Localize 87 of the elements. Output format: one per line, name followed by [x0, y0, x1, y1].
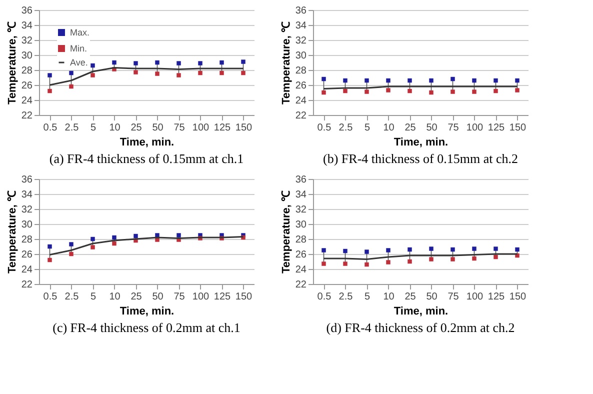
- y-tick-label: 28: [21, 234, 33, 246]
- y-tick-label: 36: [21, 174, 33, 186]
- x-tick-label: 2.5: [338, 122, 354, 134]
- x-tick-label: 5: [90, 122, 96, 134]
- y-tick-label: 24: [295, 96, 307, 106]
- y-tick-label: 32: [295, 36, 307, 46]
- x-tick-label: 25: [404, 292, 416, 302]
- x-tick-label: 0.5: [317, 122, 332, 134]
- y-tick-label: 30: [295, 220, 307, 230]
- y-tick-label: 28: [21, 66, 33, 76]
- y-tick-label: 30: [295, 50, 307, 62]
- x-tick-label: 10: [109, 292, 121, 302]
- y-axis-title: Temperature, ℃: [280, 190, 292, 274]
- y-tick-label: 22: [21, 110, 33, 122]
- legend-label: Min.: [70, 44, 88, 54]
- x-axis-title: Time, min.: [394, 136, 448, 148]
- y-axis-title: Temperature, ℃: [280, 22, 292, 104]
- x-tick-label: 100: [192, 292, 210, 302]
- y-tick-label: 30: [21, 50, 33, 62]
- x-tick-label: 25: [130, 292, 142, 302]
- y-tick-label: 34: [295, 20, 307, 32]
- y-tick-label: 32: [21, 36, 33, 46]
- x-tick-label: 5: [364, 292, 370, 302]
- x-tick-label: 100: [466, 292, 484, 302]
- x-tick-label: 2.5: [338, 292, 354, 302]
- y-tick-label: 34: [295, 190, 307, 200]
- x-tick-label: 50: [426, 292, 438, 302]
- x-tick-label: 100: [192, 122, 210, 134]
- x-tick-label: 5: [364, 122, 370, 134]
- y-tick-label: 26: [21, 80, 33, 92]
- y-axis-title: Temperature, ℃: [6, 190, 18, 274]
- x-tick-label: 125: [214, 122, 232, 134]
- y-tick-label: 34: [21, 190, 33, 200]
- x-tick-label: 10: [383, 292, 395, 302]
- x-tick-label: 150: [509, 122, 527, 134]
- legend-label: Ave.: [70, 58, 88, 68]
- x-tick-label: 125: [488, 122, 506, 134]
- x-tick-label: 5: [90, 292, 96, 302]
- x-axis-title: Time, min.: [120, 306, 174, 318]
- y-tick-label: 24: [21, 264, 33, 276]
- x-tick-label: 75: [174, 122, 186, 134]
- x-tick-label: 10: [383, 122, 395, 134]
- x-tick-label: 50: [152, 292, 164, 302]
- y-axis-title: Temperature, ℃: [6, 22, 18, 104]
- text: (c) FR-4 thickness of 0.2mm at ch.1: [52, 320, 240, 335]
- x-tick-label: 100: [466, 122, 484, 134]
- x-tick-label: 0.5: [43, 292, 58, 302]
- legend-label: Max.: [70, 28, 90, 38]
- y-tick-label: 26: [21, 250, 33, 260]
- text: (d) FR-4 thickness of 0.2mm at ch.2: [326, 320, 515, 335]
- y-tick-label: 36: [295, 6, 307, 16]
- x-tick-label: 2.5: [64, 292, 80, 302]
- y-tick-label: 32: [21, 204, 33, 216]
- text: (a) FR-4 thickness of 0.15mm at ch.1: [49, 151, 244, 166]
- x-axis-title: Time, min.: [394, 306, 448, 318]
- x-axis-title: Time, min.: [120, 136, 174, 148]
- y-tick-label: 34: [21, 20, 33, 32]
- y-tick-label: 22: [295, 110, 307, 122]
- y-tick-label: 28: [295, 234, 307, 246]
- y-tick-label: 26: [295, 80, 307, 92]
- text: (b) FR-4 thickness of 0.15mm at ch.2: [323, 151, 518, 166]
- x-tick-label: 2.5: [64, 122, 80, 134]
- y-tick-label: 36: [21, 6, 33, 16]
- x-tick-label: 75: [448, 292, 460, 302]
- x-tick-label: 75: [174, 292, 186, 302]
- x-tick-label: 25: [130, 122, 142, 134]
- y-tick-label: 24: [21, 96, 33, 106]
- y-tick-label: 28: [295, 66, 307, 76]
- x-tick-label: 25: [404, 122, 416, 134]
- x-tick-label: 10: [109, 122, 121, 134]
- y-tick-label: 26: [295, 250, 307, 260]
- y-tick-label: 32: [295, 204, 307, 216]
- y-tick-label: 24: [295, 264, 307, 276]
- x-tick-label: 125: [214, 292, 232, 302]
- x-tick-label: 150: [509, 292, 527, 302]
- x-tick-label: 150: [235, 122, 253, 134]
- y-tick-label: 30: [21, 220, 33, 230]
- x-tick-label: 150: [235, 292, 253, 302]
- x-tick-label: 0.5: [317, 292, 332, 302]
- x-tick-label: 125: [488, 292, 506, 302]
- y-tick-label: 22: [295, 280, 307, 290]
- x-tick-label: 50: [152, 122, 164, 134]
- x-tick-label: 0.5: [43, 122, 58, 134]
- x-tick-label: 50: [426, 122, 438, 134]
- y-tick-label: 36: [295, 174, 307, 186]
- y-tick-label: 22: [21, 280, 33, 290]
- x-tick-label: 75: [448, 122, 460, 134]
